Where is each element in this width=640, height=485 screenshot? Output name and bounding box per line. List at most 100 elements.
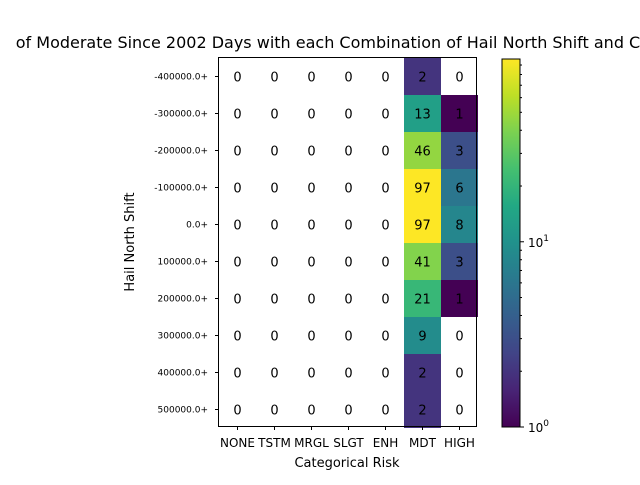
colorbar-ticks: 100 101 — [520, 64, 549, 435]
cell-value-label: 0 — [455, 404, 463, 419]
cell-value-label: 0 — [307, 145, 315, 160]
x-tick-label: NONE — [220, 436, 255, 450]
cell-value-label: 3 — [455, 145, 463, 160]
cell-value-label: 0 — [233, 256, 241, 271]
cell-value-label: 9 — [418, 330, 426, 345]
cell-value-label: 0 — [381, 145, 389, 160]
heatmap-cell — [367, 243, 404, 280]
x-axis-ticks: NONE TSTM MRGL SLGT ENH MDT HIGH — [220, 427, 475, 450]
y-tick-label: 500000.0+ — [158, 406, 208, 416]
cell-value-label: 0 — [344, 293, 352, 308]
cell-value-label: 0 — [270, 256, 278, 271]
cell-value-label: 0 — [307, 219, 315, 234]
heatmap-cell-labels: 0 0 0 0 0 2 00 0 0 0 0 13 10 0 0 0 0 46 30 0 0 0 0 97 60 0 0 0 0 97 80… — [233, 71, 463, 419]
heatmap-cell — [256, 132, 293, 169]
heatmap-cell — [330, 354, 367, 391]
heatmap-cell — [219, 169, 256, 206]
cell-value-label: 0 — [381, 108, 389, 123]
x-tick-label: MDT — [409, 436, 437, 450]
heatmap-cell — [293, 95, 330, 132]
colorbar-tick-label: 101 — [528, 234, 549, 250]
heatmap-cell — [441, 169, 478, 206]
y-tick-label: -100000.0+ — [154, 184, 208, 194]
cell-value-label: 97 — [414, 219, 431, 234]
cell-value-label: 0 — [270, 330, 278, 345]
cell-value-label: 0 — [233, 330, 241, 345]
heatmap-cell — [293, 169, 330, 206]
cell-value-label: 21 — [414, 293, 431, 308]
heatmap-cell — [367, 132, 404, 169]
cell-value-label: 0 — [233, 145, 241, 160]
heatmap-cell — [404, 243, 441, 280]
cell-value-label: 0 — [307, 367, 315, 382]
y-tick-label: 300000.0+ — [158, 332, 208, 342]
heatmap-cell — [293, 58, 330, 95]
heatmap-cell — [404, 391, 441, 428]
x-tick-label: ENH — [373, 436, 399, 450]
cell-value-label: 1 — [455, 108, 463, 123]
heatmap-cell — [293, 280, 330, 317]
heatmap-cell — [219, 354, 256, 391]
cell-value-label: 2 — [418, 367, 426, 382]
heatmap-cell — [330, 95, 367, 132]
heatmap-cell — [404, 169, 441, 206]
y-tick-label: -400000.0+ — [154, 73, 208, 83]
x-tick-label: SLGT — [333, 436, 364, 450]
x-tick-label: HIGH — [444, 436, 475, 450]
x-tick-label: MRGL — [294, 436, 329, 450]
cell-value-label: 0 — [455, 71, 463, 86]
cell-value-label: 41 — [414, 256, 431, 271]
cell-value-label: 0 — [270, 182, 278, 197]
heatmap-cell — [256, 58, 293, 95]
heatmap-cell — [219, 243, 256, 280]
cell-value-label: 0 — [270, 71, 278, 86]
cell-value-label: 0 — [233, 219, 241, 234]
heatmap-cell — [293, 132, 330, 169]
heatmap-cell — [219, 280, 256, 317]
cell-value-label: 0 — [270, 367, 278, 382]
heatmap-cell — [404, 354, 441, 391]
cell-value-label: 0 — [381, 182, 389, 197]
heatmap-cell — [404, 317, 441, 354]
heatmap-cell — [367, 391, 404, 428]
cell-value-label: 0 — [344, 108, 352, 123]
heatmap-cell — [330, 132, 367, 169]
cell-value-label: 0 — [381, 71, 389, 86]
heatmap-cell — [219, 132, 256, 169]
heatmap-cell — [293, 354, 330, 391]
y-tick-label: -300000.0+ — [154, 110, 208, 120]
heatmap-cell — [330, 391, 367, 428]
cell-value-label: 0 — [344, 182, 352, 197]
heatmap-cell — [404, 95, 441, 132]
heatmap-cell — [293, 317, 330, 354]
y-tick-label: 0.0+ — [186, 221, 208, 231]
heatmap-cell — [219, 206, 256, 243]
cell-value-label: 0 — [344, 330, 352, 345]
cell-value-label: 97 — [414, 182, 431, 197]
cell-value-label: 0 — [233, 293, 241, 308]
cell-value-label: 0 — [381, 367, 389, 382]
cell-value-label: 0 — [307, 182, 315, 197]
cell-value-label: 0 — [270, 293, 278, 308]
heatmap-cells — [219, 58, 478, 428]
heatmap-cell — [367, 206, 404, 243]
cell-value-label: 0 — [270, 145, 278, 160]
cell-value-label: 0 — [233, 71, 241, 86]
cell-value-label: 0 — [455, 367, 463, 382]
heatmap-cell — [367, 317, 404, 354]
colorbar — [501, 58, 521, 428]
heatmap-cell — [330, 169, 367, 206]
cell-value-label: 0 — [307, 256, 315, 271]
cell-value-label: 0 — [455, 330, 463, 345]
y-axis-label: Hail North Shift — [123, 192, 138, 291]
heatmap-cell — [219, 317, 256, 354]
heatmap-cell — [441, 58, 478, 95]
x-tick-label: TSTM — [257, 436, 291, 450]
heatmap-cell — [256, 354, 293, 391]
y-tick-label: -200000.0+ — [154, 147, 208, 157]
y-tick-label: 200000.0+ — [158, 295, 208, 305]
heatmap-cell — [219, 58, 256, 95]
cell-value-label: 2 — [418, 404, 426, 419]
cell-value-label: 46 — [414, 145, 431, 160]
